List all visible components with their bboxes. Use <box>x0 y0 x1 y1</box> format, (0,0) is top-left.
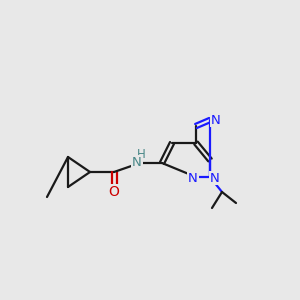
Text: N: N <box>210 172 220 184</box>
Text: O: O <box>109 185 119 199</box>
Text: N: N <box>211 113 221 127</box>
Text: N: N <box>132 155 142 169</box>
Text: N: N <box>188 172 198 184</box>
Text: H: H <box>136 148 146 160</box>
